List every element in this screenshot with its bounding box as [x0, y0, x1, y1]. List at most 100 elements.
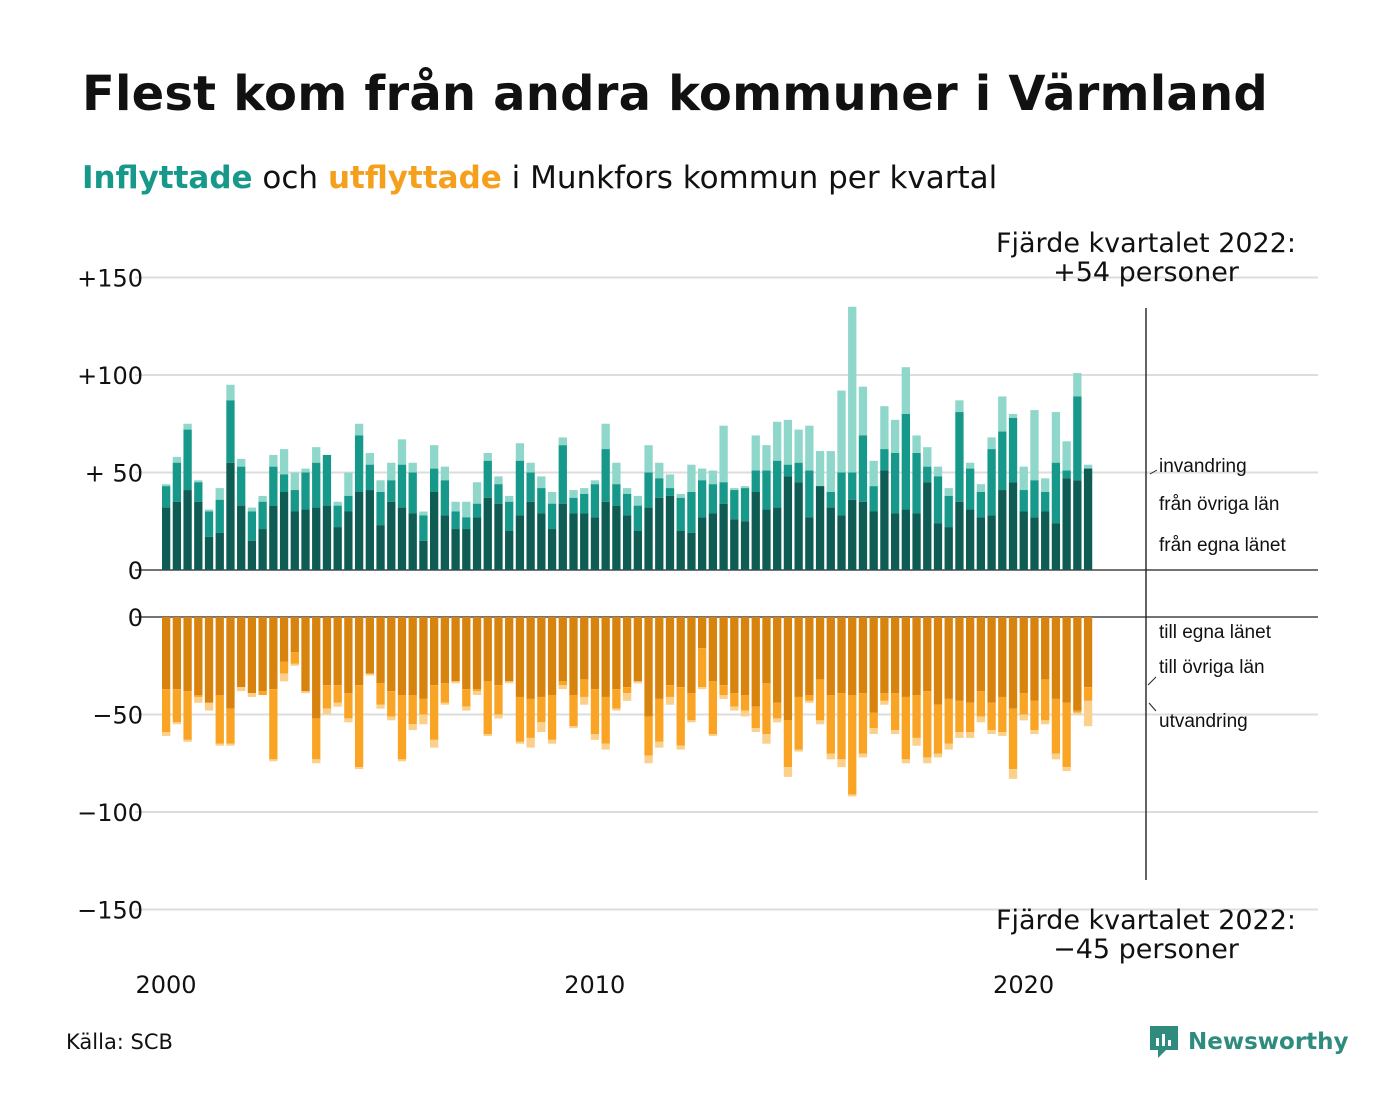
bar-in-invandring — [451, 501, 460, 512]
bar-out-egna-lanet — [526, 617, 535, 699]
bar-out-utvandring — [1041, 720, 1050, 725]
bar-in-ovriga-lan — [622, 493, 632, 516]
bar-out-ovriga-lan — [569, 695, 578, 727]
bar-in-invandring — [708, 470, 718, 485]
bar-out-ovriga-lan — [430, 685, 439, 740]
bar-out-ovriga-lan — [848, 695, 857, 795]
bar-in-egna-lanet — [890, 513, 900, 570]
bar-in-egna-lanet — [397, 507, 407, 570]
bar-in-invandring — [901, 367, 910, 414]
bar-out-utvandring — [708, 734, 718, 736]
bar-in-ovriga-lan — [826, 492, 835, 508]
bar-in-ovriga-lan — [515, 460, 525, 516]
series-label-out: utvandring — [1159, 711, 1248, 732]
bar-out-utvandring — [580, 696, 589, 705]
bar-out-ovriga-lan — [440, 683, 450, 703]
bar-in-invandring — [279, 449, 289, 475]
bar-out-egna-lanet — [301, 617, 310, 694]
bar-in-egna-lanet — [1030, 517, 1039, 570]
bar-in-egna-lanet — [247, 540, 257, 570]
bar-out-egna-lanet — [430, 617, 439, 686]
bar-out-ovriga-lan — [547, 695, 557, 740]
bar-in-invandring — [644, 445, 653, 473]
bar-out-egna-lanet — [558, 617, 567, 682]
bar-out-egna-lanet — [333, 617, 342, 686]
bar-out-ovriga-lan — [290, 652, 299, 664]
bar-in-egna-lanet — [805, 517, 814, 570]
bar-out-ovriga-lan — [655, 698, 664, 742]
bar-in-egna-lanet — [955, 501, 964, 570]
bar-out-utvandring — [698, 687, 707, 690]
bar-out-utvandring — [569, 726, 578, 729]
bar-in-ovriga-lan — [172, 462, 182, 502]
bar-out-egna-lanet — [848, 617, 857, 695]
y-tick-label-upper: +150 — [77, 265, 143, 293]
bar-out-utvandring — [805, 700, 814, 703]
bar-in-ovriga-lan — [269, 466, 278, 506]
bar-out-egna-lanet — [923, 617, 932, 692]
bar-out-ovriga-lan — [1019, 693, 1028, 715]
series-label-in: invandring — [1159, 456, 1247, 477]
bar-out-utvandring — [408, 724, 417, 731]
bar-out-ovriga-lan — [912, 695, 921, 738]
bar-in-egna-lanet — [580, 513, 589, 570]
bar-in-ovriga-lan — [183, 429, 192, 491]
bar-out-egna-lanet — [622, 617, 632, 688]
bar-in-invandring — [376, 480, 385, 492]
bar-in-invandring — [387, 462, 396, 481]
bar-in-egna-lanet — [162, 507, 171, 570]
bar-in-invandring — [537, 476, 546, 489]
subtitle-inflyttade: Inflyttade — [82, 160, 253, 196]
bar-in-ovriga-lan — [751, 470, 760, 492]
bar-in-egna-lanet — [1019, 511, 1028, 570]
bar-in-invandring — [687, 464, 696, 492]
bar-in-ovriga-lan — [955, 412, 964, 502]
bar-in-egna-lanet — [858, 501, 868, 570]
bar-in-ovriga-lan — [344, 495, 353, 512]
bar-in-egna-lanet — [698, 517, 707, 570]
bar-in-invandring — [719, 425, 728, 483]
bar-in-ovriga-lan — [440, 480, 450, 516]
bar-in-ovriga-lan — [354, 435, 364, 492]
bar-out-egna-lanet — [976, 617, 986, 692]
bar-out-utvandring — [290, 663, 299, 666]
bar-in-egna-lanet — [258, 529, 267, 570]
bar-in-ovriga-lan — [279, 474, 289, 492]
bar-in-ovriga-lan — [301, 472, 310, 510]
bar-in-ovriga-lan — [687, 492, 696, 533]
bar-in-egna-lanet — [569, 513, 578, 570]
bar-in-invandring — [783, 419, 793, 465]
bar-in-invandring — [751, 435, 760, 471]
bar-out-utvandring — [397, 759, 407, 762]
bar-in-invandring — [1019, 466, 1028, 491]
series-leader-in — [1149, 469, 1158, 475]
bar-in-egna-lanet — [848, 499, 857, 570]
bar-out-egna-lanet — [590, 617, 600, 690]
bar-out-egna-lanet — [687, 617, 696, 694]
subtitle-utflyttade: utflyttade — [327, 160, 502, 196]
bar-in-invandring — [237, 458, 246, 467]
bar-in-ovriga-lan — [773, 460, 782, 508]
bar-in-ovriga-lan — [708, 484, 718, 514]
bar-out-utvandring — [848, 794, 857, 797]
chart-title: Flest kom från andra kommuner i Värmland — [82, 66, 1268, 122]
bar-in-egna-lanet — [290, 511, 299, 570]
bar-out-egna-lanet — [408, 617, 417, 695]
bar-out-utvandring — [719, 695, 728, 699]
bar-in-ovriga-lan — [998, 431, 1007, 491]
bar-in-egna-lanet — [183, 490, 192, 570]
bar-out-egna-lanet — [376, 617, 385, 684]
bar-in-invandring — [676, 493, 685, 498]
bar-in-ovriga-lan — [1041, 492, 1050, 512]
bar-in-ovriga-lan — [719, 482, 728, 504]
bar-in-ovriga-lan — [933, 476, 943, 524]
bar-in-egna-lanet — [237, 505, 246, 570]
series-leader-out-2 — [1148, 702, 1157, 712]
bar-out-utvandring — [837, 759, 846, 768]
bar-out-egna-lanet — [580, 617, 589, 680]
bar-in-invandring — [494, 476, 503, 485]
bar-in-egna-lanet — [633, 531, 642, 570]
bar-in-invandring — [162, 484, 171, 487]
bar-out-egna-lanet — [344, 617, 353, 694]
bar-out-egna-lanet — [901, 617, 910, 697]
